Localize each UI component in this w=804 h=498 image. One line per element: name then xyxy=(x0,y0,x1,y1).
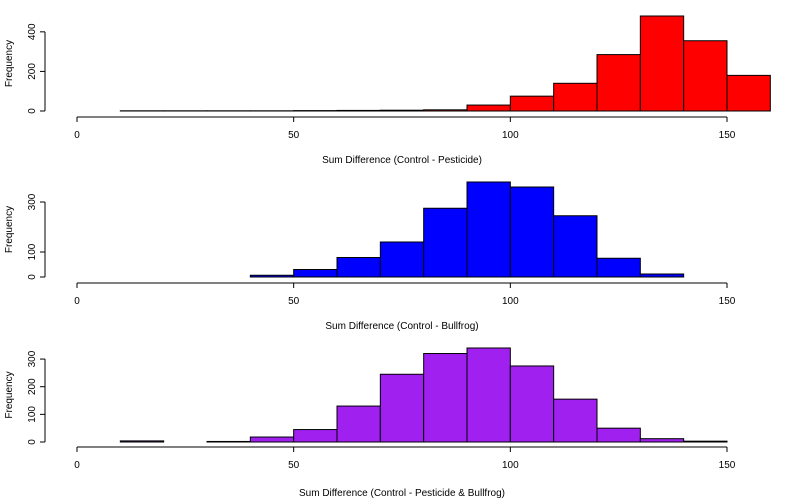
histogram-bar xyxy=(553,82,598,112)
y-axis-label-bullfrog: Frequency xyxy=(4,206,15,253)
histogram-bar xyxy=(423,353,468,443)
y-tick-label: 0 xyxy=(27,274,38,280)
y-tick-label: 0 xyxy=(27,108,38,114)
x-tick-label: 0 xyxy=(74,460,80,471)
histogram-bar xyxy=(509,95,555,112)
histogram-bar xyxy=(293,269,338,278)
x-tick-label: 50 xyxy=(288,460,300,471)
histogram-bar xyxy=(379,109,425,112)
histogram-bar xyxy=(423,109,468,112)
histogram-bar xyxy=(249,274,295,278)
histogram-bar xyxy=(553,215,598,278)
histogram-bar xyxy=(509,365,555,443)
x-tick-label: 50 xyxy=(288,296,300,307)
histogram-bar xyxy=(466,347,511,443)
histogram-bar xyxy=(379,241,425,278)
histogram-bar xyxy=(293,429,338,443)
y-tick-label: 300 xyxy=(27,193,38,210)
histogram-bar xyxy=(466,104,511,112)
axes-pesticide: 0 50 100 150 0 200 400 xyxy=(27,23,736,141)
x-axis-label-pesticide-bullfrog: Sum Difference (Control - Pesticide & Bu… xyxy=(299,488,505,498)
histogram-bar xyxy=(639,273,685,278)
x-tick-label: 150 xyxy=(719,296,736,307)
x-axis-label-bullfrog: Sum Difference (Control - Bullfrog) xyxy=(325,321,478,332)
histogram-bar xyxy=(726,74,771,112)
y-tick-label: 300 xyxy=(27,350,38,367)
histogram-bar xyxy=(553,398,598,443)
panel-pesticide: 0 50 100 150 0 200 400 Sum Difference (Control… xyxy=(4,15,771,166)
axes-bullfrog: 0 50 100 150 0 100 300 xyxy=(27,193,736,307)
histogram-bar xyxy=(206,440,251,443)
axes-pesticide-bullfrog: 0 50 100 150 0 100 200 300 xyxy=(27,350,736,471)
y-tick-label: 0 xyxy=(27,439,38,445)
histogram-bar xyxy=(119,440,165,443)
x-tick-label: 50 xyxy=(288,130,300,141)
x-tick-label: 0 xyxy=(74,296,80,307)
histogram-bar xyxy=(336,405,381,443)
x-tick-label: 100 xyxy=(502,460,519,471)
y-axis-label-pesticide: Frequency xyxy=(4,40,15,87)
histogram-bar xyxy=(683,40,728,112)
y-tick-label: 400 xyxy=(27,23,38,40)
histogram-bar xyxy=(596,427,641,443)
bars-pesticide-bullfrog xyxy=(119,347,728,443)
histogram-bar xyxy=(249,436,295,443)
histogram-bar xyxy=(683,440,728,443)
x-tick-label: 150 xyxy=(719,130,736,141)
histogram-bar xyxy=(639,438,685,443)
x-tick-label: 0 xyxy=(74,130,80,141)
y-tick-label: 100 xyxy=(27,243,38,260)
histogram-bar xyxy=(336,109,381,112)
panel-pesticide-bullfrog: 0 50 100 150 0 100 200 300 Sum Difference (Cont… xyxy=(4,347,736,498)
histogram-bar xyxy=(596,257,641,278)
histogram-bar xyxy=(639,15,685,112)
x-axis-label-pesticide: Sum Difference (Control - Pesticide) xyxy=(322,155,482,166)
panel-bullfrog: 0 50 100 150 0 100 300 Sum Difference (Control… xyxy=(4,181,736,332)
y-axis-label-pesticide-bullfrog: Frequency xyxy=(4,371,15,418)
histogram-bar xyxy=(423,207,468,278)
bars-bullfrog xyxy=(249,181,685,278)
histogram-bar xyxy=(336,257,381,278)
x-tick-label: 100 xyxy=(502,296,519,307)
histogram-bar xyxy=(379,373,425,443)
x-tick-label: 150 xyxy=(719,460,736,471)
histogram-bar xyxy=(466,181,511,278)
histogram-bar xyxy=(509,186,555,278)
bars-pesticide xyxy=(119,15,771,112)
y-tick-label: 200 xyxy=(27,378,38,395)
y-tick-label: 100 xyxy=(27,406,38,423)
y-tick-label: 200 xyxy=(27,63,38,80)
x-tick-label: 100 xyxy=(502,130,519,141)
histogram-bar xyxy=(596,54,641,112)
